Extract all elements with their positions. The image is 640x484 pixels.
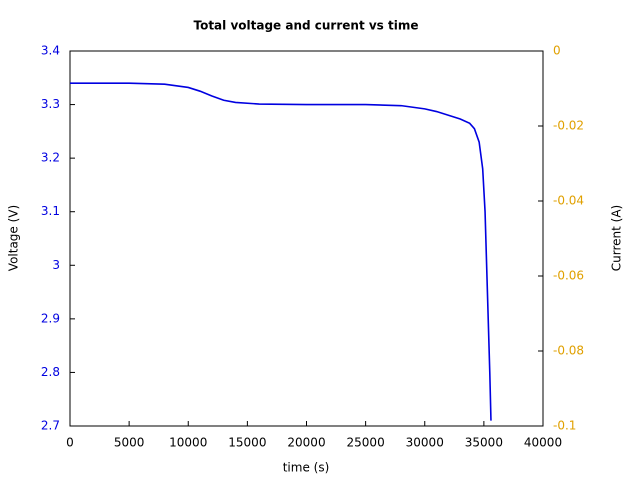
y-tick-label: 2.7 <box>41 419 60 433</box>
y2-axis-label: Current (A) <box>610 205 624 271</box>
y-tick-label: 2.8 <box>41 365 60 379</box>
y-tick-label: 2.9 <box>41 311 60 325</box>
y-tick-label: 3.1 <box>41 204 60 218</box>
y2-tick-label: -0.1 <box>553 419 576 433</box>
plot-frame <box>69 50 544 427</box>
y-tick-label: 3 <box>52 258 60 272</box>
y2-tick-label: -0.04 <box>553 194 584 208</box>
y2-tick-label: -0.08 <box>553 344 584 358</box>
y2-tick-label: 0 <box>553 44 561 58</box>
x-tick-label: 25000 <box>347 436 385 450</box>
x-tick-label: 20000 <box>287 436 325 450</box>
x-tick-label: 35000 <box>465 436 503 450</box>
y2-tick-label: -0.06 <box>553 269 584 283</box>
y-tick-label: 3.2 <box>41 151 60 165</box>
data-line <box>70 82 492 421</box>
x-tick-label: 0 <box>66 436 74 450</box>
x-tick-label: 40000 <box>524 436 562 450</box>
y-axis-label: Voltage (V) <box>7 205 21 271</box>
x-tick-label: 15000 <box>228 436 266 450</box>
x-tick-label: 30000 <box>406 436 444 450</box>
y2-tick-label: -0.02 <box>553 119 584 133</box>
x-tick-label: 10000 <box>169 436 207 450</box>
x-axis-label: time (s) <box>283 461 330 475</box>
y-tick-label: 3.3 <box>41 97 60 111</box>
y-tick-label: 3.4 <box>41 44 60 58</box>
chart-title: Total voltage and current vs time <box>193 19 418 33</box>
x-tick-label: 5000 <box>114 436 145 450</box>
